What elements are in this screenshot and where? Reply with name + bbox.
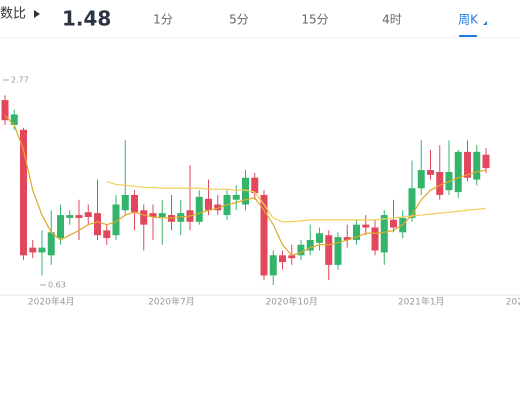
tab-dropdown-icon (483, 21, 487, 25)
x-tick-label: 2020年10月 (266, 296, 318, 308)
tab-bar: 1分 5分 15分 4时 周K (153, 13, 487, 37)
x-tick-label: 2021年1月 (398, 296, 445, 308)
candle-body (417, 170, 425, 189)
candle-body (279, 255, 286, 263)
candle-body (334, 237, 342, 265)
price-value: 1.48 (62, 7, 111, 31)
pair-label: 数比 (0, 7, 26, 22)
candle-body (242, 177, 249, 205)
candle-body (482, 154, 490, 169)
candle-body (94, 213, 101, 236)
candle-body (427, 170, 434, 175)
candle-body (473, 151, 481, 180)
candle-body (47, 232, 55, 256)
candle-body (343, 237, 351, 240)
candle-body (251, 177, 259, 194)
candle-body (390, 219, 397, 228)
tab[interactable]: 4时 (382, 13, 402, 27)
candle-body (149, 213, 157, 217)
candle-body (75, 215, 83, 218)
candle-body (297, 244, 305, 256)
plot-area: 0.63 2.77 2020年4月 2020年7月 2020年10月 2021年1月 202 (1, 76, 520, 308)
tab[interactable]: 周K (458, 13, 479, 27)
candle-body (29, 247, 37, 253)
candle-body (454, 151, 462, 193)
candle-body (20, 129, 27, 256)
play-icon[interactable] (34, 10, 40, 18)
candle-body (140, 210, 148, 225)
x-tick-label: 2020年7月 (148, 296, 195, 308)
candle-body (362, 224, 370, 228)
candle-body (408, 188, 416, 218)
candle-body (131, 194, 138, 213)
candle-body (436, 171, 444, 195)
tab[interactable]: 15分 (301, 13, 328, 27)
candle-body (57, 215, 64, 239)
candle-body (205, 198, 212, 211)
candle-body (121, 194, 129, 211)
candle-body (103, 230, 111, 239)
candle-body (84, 212, 92, 217)
candle-body (380, 215, 388, 253)
tab[interactable]: 5分 (229, 13, 249, 27)
x-tick-label: 202 (506, 298, 520, 308)
candle-body (232, 194, 240, 200)
y-tick-label: 2.77 (11, 76, 29, 85)
ma-line (4, 115, 487, 256)
candle-body (195, 196, 203, 222)
candle-body (66, 215, 74, 218)
ma-line (106, 180, 487, 223)
candle-body (316, 233, 323, 243)
candle-body (464, 151, 471, 178)
y-tick-label: 0.63 (48, 281, 66, 290)
candle-body (306, 239, 314, 251)
x-tick-label: 2020年4月 (28, 296, 75, 308)
candle-body (10, 114, 18, 126)
candle-body (38, 247, 46, 253)
candle-body (371, 227, 379, 251)
candle-body (158, 213, 166, 217)
candle-body (260, 194, 268, 276)
candle-body (112, 204, 120, 236)
candle-body (214, 204, 222, 211)
candle-body (1, 100, 9, 121)
candle-body (353, 224, 360, 240)
candle-body (325, 235, 333, 265)
candle-body (269, 255, 277, 276)
tab[interactable]: 1分 (153, 13, 173, 27)
candle-body (288, 255, 296, 259)
